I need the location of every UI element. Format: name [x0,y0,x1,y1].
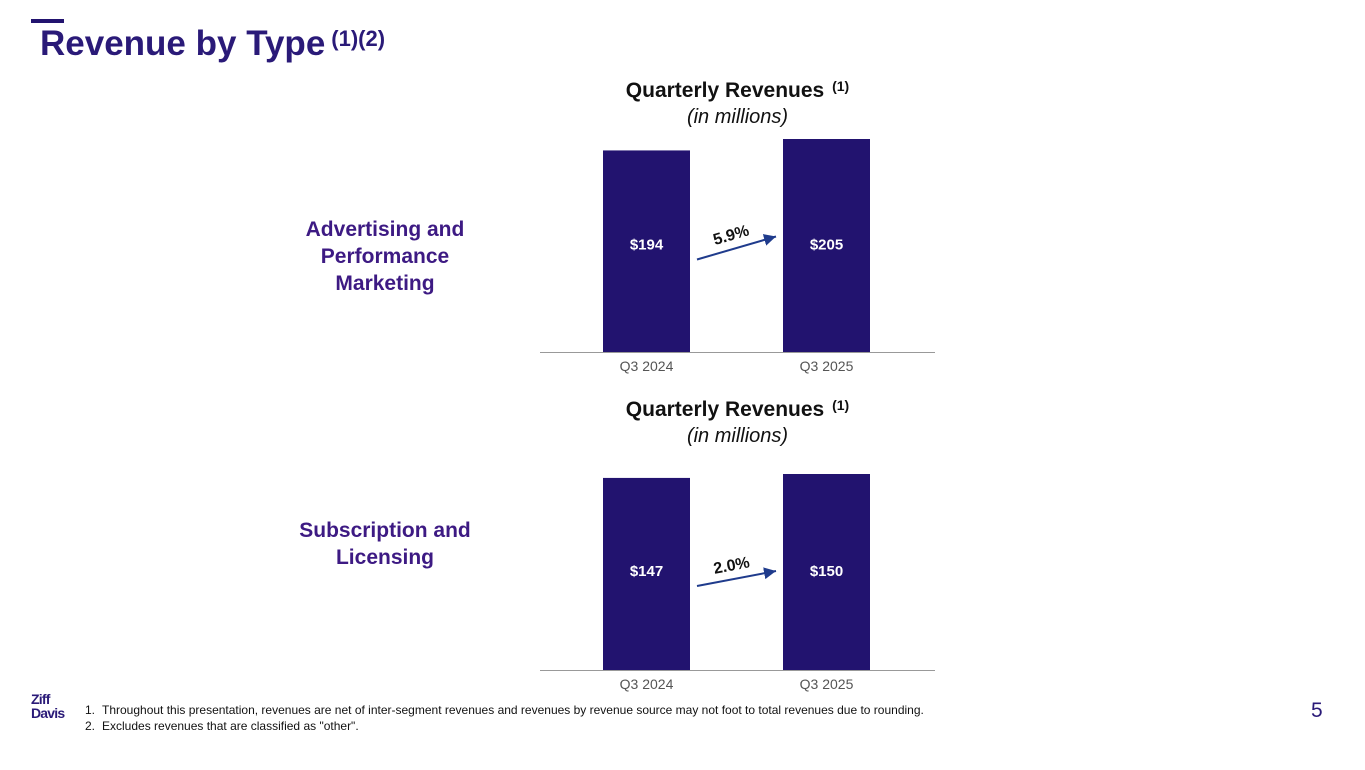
segment-label-line: Advertising and [305,218,465,241]
logo-line-2: Davis [31,705,65,721]
growth-arrow [696,567,777,587]
chart-2-title-superscript: (1) [832,397,850,413]
footnotes: 1. Throughout this presentation, revenues… [85,702,924,734]
segment-label-subscription: Subscription and Licensing [285,517,485,571]
bar-data-label: $205 [810,237,843,254]
bar [783,139,870,352]
chart-1-title-superscript: (1) [832,78,850,94]
bar [783,474,870,670]
bar [603,150,690,352]
x-tick-label: Q3 2025 [800,676,854,692]
title-superscript: (1)(2) [331,26,386,51]
segment-label-advertising: Advertising and Performance Marketing [285,216,485,297]
x-tick-label: Q3 2025 [800,358,854,374]
x-tick-label: Q3 2024 [620,676,674,692]
chart-1-title: Quarterly Revenues (1) [625,78,850,102]
x-tick-label: Q3 2024 [620,358,674,374]
growth-percent-label: 2.0% [712,554,751,578]
footnote-2: 2. Excludes revenues that are classified … [85,718,924,734]
bar [603,477,690,670]
bar-data-label: $150 [810,563,843,580]
bar-data-label: $147 [630,563,663,580]
footnote-number: 1. [85,703,96,717]
ziff-davis-logo: Ziff Davis [31,691,66,721]
footnote-1: 1. Throughout this presentation, revenues… [85,702,924,718]
segment-label-line: Subscription and [299,519,471,542]
logo-line-1: Ziff [31,691,51,707]
segment-label-line: Performance [320,245,450,268]
bar-data-label: $194 [630,237,664,254]
segment-label-line: Licensing [335,546,435,569]
footnote-text: Excludes revenues that are classified as… [102,719,359,733]
footnote-number: 2. [85,719,96,733]
chart-2-title: Quarterly Revenues (1) [625,397,850,421]
page-number: 5 [1311,699,1323,722]
growth-arrow [696,234,777,261]
page-title: Revenue by Type (1)(2) [40,24,386,63]
title-accent-bar [31,19,64,23]
segment-label-line: Marketing [335,272,435,295]
chart-1-subtitle: (in millions) [686,106,789,128]
footnote-text: Throughout this presentation, revenues a… [102,703,924,717]
chart-2-subtitle: (in millions) [686,425,789,447]
